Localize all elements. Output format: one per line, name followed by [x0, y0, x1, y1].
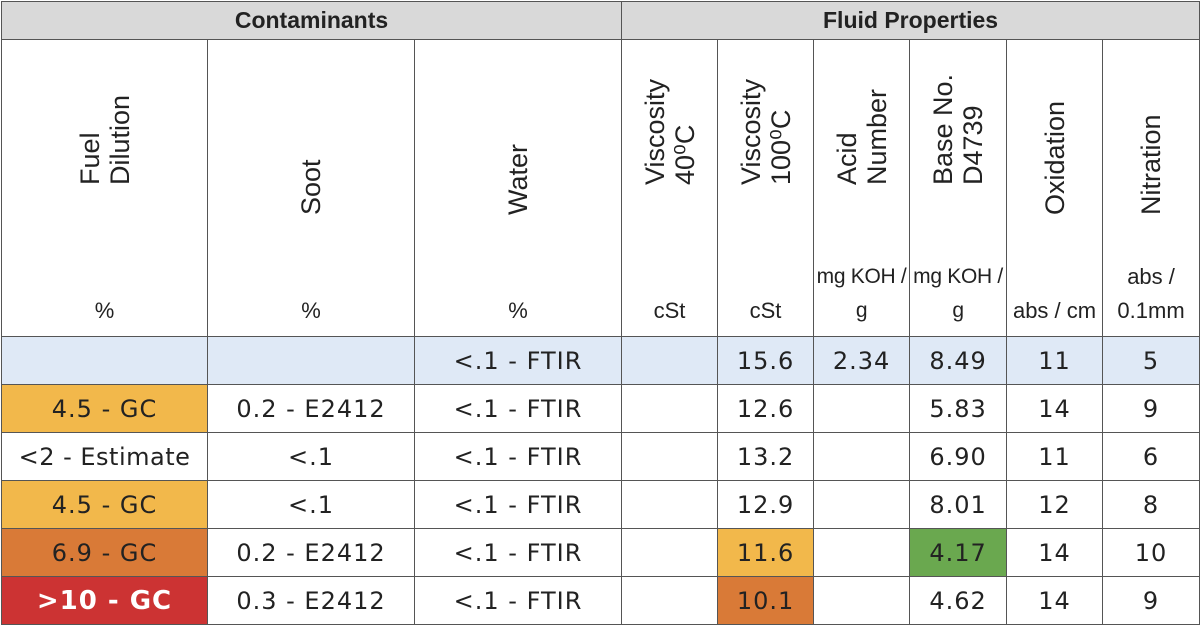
- group-header-contaminants: Contaminants: [0, 1, 623, 40]
- cell-base-number: 6.90: [909, 432, 1008, 481]
- cell-water: <.1 - FTIR: [413, 336, 623, 385]
- cell-acid-number: [813, 528, 911, 577]
- cell-viscosity-40c: [621, 336, 719, 385]
- cell-acid-number: [813, 576, 911, 625]
- table-row-reference: <.1 - FTIR 15.6 2.34 8.49 11 5: [1, 336, 1200, 385]
- cell-acid-number: [813, 480, 911, 529]
- unit-label: cSt: [749, 298, 782, 323]
- table-row: 6.9 - GC 0.2 - E2412 <.1 - FTIR 11.6 4.1…: [1, 528, 1200, 577]
- table-row: >10 - GC 0.3 - E2412 <.1 - FTIR 10.1 4.6…: [1, 576, 1200, 625]
- cell-viscosity-40c: [621, 384, 719, 433]
- unit-label: cSt: [653, 298, 686, 323]
- column-header-viscosity-100c: Viscosity 100⁰C cSt: [717, 39, 815, 337]
- cell-oxidation: 12: [1006, 480, 1104, 529]
- cell-fuel-dilution: 4.5 - GC: [1, 384, 208, 433]
- column-header-acid-number: Acid Number mg KOH / g: [813, 39, 911, 337]
- column-header-oxidation: Oxidation abs / cm: [1006, 39, 1104, 337]
- column-header-nitration: Nitration abs / 0.1mm: [1102, 39, 1200, 337]
- cell-oxidation: 14: [1006, 576, 1104, 625]
- cell-viscosity-100c: 12.6: [717, 384, 815, 433]
- cell-fuel-dilution: [1, 336, 208, 385]
- cell-viscosity-40c: [621, 528, 719, 577]
- cell-nitration: 8: [1102, 480, 1200, 529]
- cell-soot: 0.2 - E2412: [207, 528, 415, 577]
- column-header-fuel-dilution: Fuel Dilution %: [1, 39, 208, 337]
- table-row: 4.5 - GC <.1 <.1 - FTIR 12.9 8.01 12 8: [1, 480, 1200, 529]
- cell-fuel-dilution: 4.5 - GC: [1, 480, 208, 529]
- unit-label: %: [508, 298, 528, 323]
- cell-nitration: 5: [1102, 336, 1200, 385]
- cell-nitration: 9: [1102, 576, 1200, 625]
- cell-water: <.1 - FTIR: [413, 432, 623, 481]
- group-header-fluid-properties: Fluid Properties: [621, 1, 1200, 40]
- cell-viscosity-40c: [621, 432, 719, 481]
- cell-oxidation: 14: [1006, 528, 1104, 577]
- cell-viscosity-40c: [621, 480, 719, 529]
- cell-base-number: 4.17: [909, 528, 1008, 577]
- unit-label: mg KOH / g: [816, 265, 907, 322]
- column-header-viscosity-40c: Viscosity 40⁰C cSt: [621, 39, 719, 337]
- cell-soot: <.1: [207, 480, 415, 529]
- column-header-soot: Soot %: [207, 39, 415, 337]
- cell-acid-number: [813, 384, 911, 433]
- cell-soot: 0.2 - E2412: [207, 384, 415, 433]
- cell-nitration: 6: [1102, 432, 1200, 481]
- cell-viscosity-100c: 10.1: [717, 576, 815, 625]
- cell-base-number: 8.49: [909, 336, 1008, 385]
- cell-water: <.1 - FTIR: [413, 576, 623, 625]
- cell-fuel-dilution: <2 - Estimate: [1, 432, 208, 481]
- cell-viscosity-100c: 11.6: [717, 528, 815, 577]
- cell-soot: <.1: [207, 432, 415, 481]
- cell-water: <.1 - FTIR: [413, 480, 623, 529]
- unit-label: abs / cm: [1012, 298, 1097, 323]
- cell-water: <.1 - FTIR: [413, 384, 623, 433]
- cell-nitration: 10: [1102, 528, 1200, 577]
- table-row: <2 - Estimate <.1 <.1 - FTIR 13.2 6.90 1…: [1, 432, 1200, 481]
- cell-water: <.1 - FTIR: [413, 528, 623, 577]
- unit-label: abs / 0.1mm: [1117, 264, 1185, 323]
- cell-soot: [207, 336, 415, 385]
- column-header-water: Water %: [413, 39, 623, 337]
- cell-oxidation: 14: [1006, 384, 1104, 433]
- oil-analysis-table: Contaminants Fluid Properties Fuel Diluti…: [0, 1, 1200, 625]
- column-header-base-number: Base No. D4739 mg KOH / g: [909, 39, 1008, 337]
- cell-acid-number: 2.34: [813, 336, 911, 385]
- unit-label: %: [94, 298, 115, 323]
- cell-oxidation: 11: [1006, 432, 1104, 481]
- unit-label: %: [301, 298, 321, 323]
- cell-viscosity-100c: 15.6: [717, 336, 815, 385]
- cell-base-number: 5.83: [909, 384, 1008, 433]
- cell-base-number: 4.62: [909, 576, 1008, 625]
- cell-fuel-dilution: >10 - GC: [1, 576, 208, 625]
- cell-viscosity-100c: 12.9: [717, 480, 815, 529]
- cell-acid-number: [813, 432, 911, 481]
- cell-fuel-dilution: 6.9 - GC: [1, 528, 208, 577]
- cell-viscosity-40c: [621, 576, 719, 625]
- cell-soot: 0.3 - E2412: [207, 576, 415, 625]
- cell-viscosity-100c: 13.2: [717, 432, 815, 481]
- cell-base-number: 8.01: [909, 480, 1008, 529]
- cell-oxidation: 11: [1006, 336, 1104, 385]
- cell-nitration: 9: [1102, 384, 1200, 433]
- unit-label: mg KOH / g: [913, 265, 1003, 322]
- table-row: 4.5 - GC 0.2 - E2412 <.1 - FTIR 12.6 5.8…: [1, 384, 1200, 433]
